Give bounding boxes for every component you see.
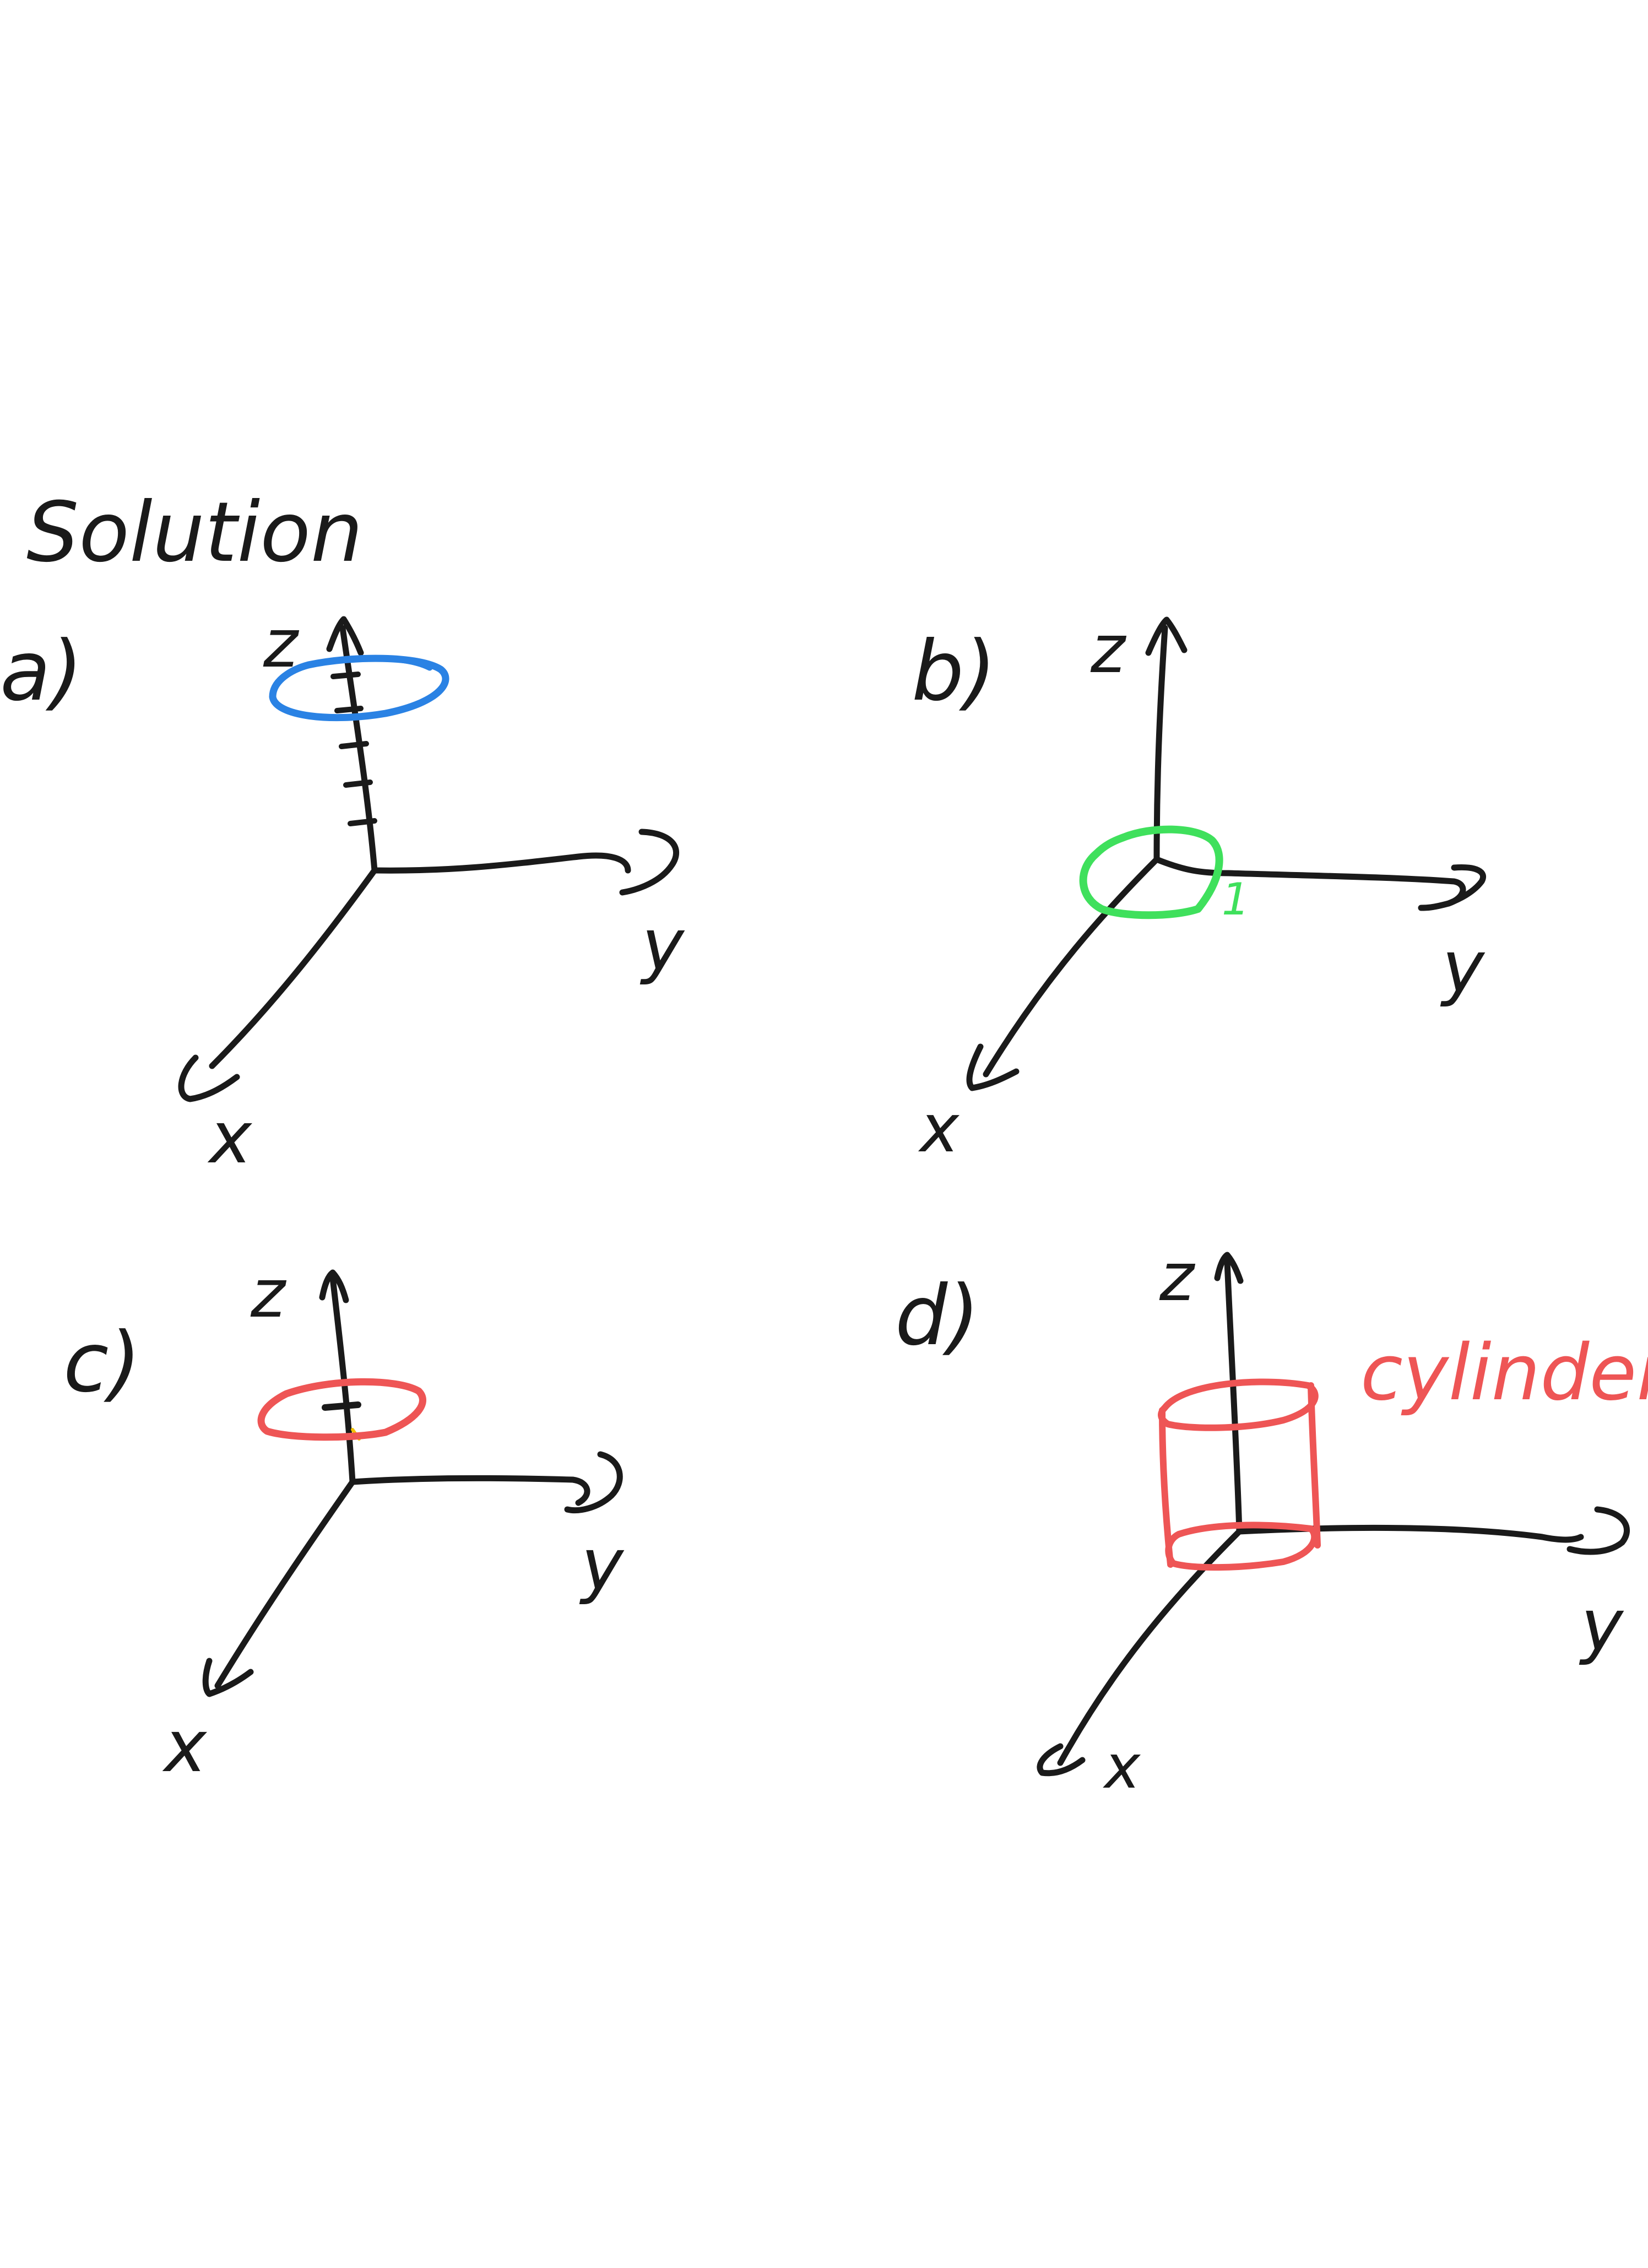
panel-d-label: d) [895, 1268, 980, 1364]
panel-d-red-cylinder [1158, 1378, 1321, 1571]
panel-a: a) z y x [0, 606, 685, 1179]
panel-c-red-circle [257, 1378, 426, 1441]
panel-a-z-axis [339, 625, 378, 874]
panel-c-y-label: y [579, 1523, 625, 1606]
panel-b-z-label: z [1090, 611, 1127, 688]
panel-c-label: c) [63, 1315, 141, 1411]
panel-d-x-arrowhead [1037, 1743, 1086, 1777]
panel-a-z-arrowhead [326, 616, 364, 656]
panel-b-z-axis [1153, 625, 1168, 863]
panel-c-z-axis [329, 1275, 356, 1485]
panel-a-y-axis [371, 852, 631, 874]
panel-b-x-arrowhead [966, 1043, 1020, 1091]
panel-a-y-arrowhead [619, 829, 680, 896]
panel-a-x-arrowhead [178, 1054, 240, 1102]
panel-a-x-axis [209, 867, 378, 1069]
panel-c-z-label: z [250, 1256, 287, 1333]
cylinder-right-side [1308, 1382, 1321, 1549]
panel-c-y-arrowhead [564, 1451, 623, 1514]
panel-d-y-label: y [1579, 1583, 1624, 1667]
panel-b-x-label: x [918, 1091, 960, 1167]
panel-d-z-axis [1224, 1258, 1243, 1535]
panel-c-x-axis [214, 1479, 356, 1689]
panel-d-cylinder-annotation: cylinder [1360, 1328, 1648, 1418]
panel-a-blue-circle-overstroke [338, 655, 433, 671]
panel-b-green-circle [1079, 825, 1223, 919]
panel-b: b) z y x 1 [912, 611, 1486, 1167]
cylinder-top-ellipse [1158, 1378, 1319, 1431]
panel-b-x-axis [983, 856, 1160, 1078]
panel-b-z-arrowhead [1145, 616, 1188, 656]
panel-d-z-arrowhead [1214, 1252, 1244, 1284]
panel-b-label: b) [912, 624, 996, 719]
panel-d-x-label: x [1103, 1731, 1141, 1802]
panel-a-label: a) [0, 624, 83, 719]
panel-d: d) z y x cylinder [895, 1239, 1648, 1802]
panel-a-x-label: x [207, 1096, 253, 1179]
panel-a-tick-marks [330, 672, 377, 826]
panel-d-z-label: z [1159, 1239, 1196, 1316]
cylinder-left-side [1159, 1407, 1174, 1568]
panel-c-x-arrowhead [202, 1658, 254, 1697]
panel-a-y-label: y [639, 903, 685, 987]
panel-b-y-label: y [1440, 925, 1486, 1009]
panel-c: c) z y x [63, 1256, 625, 1788]
panel-b-y-arrowhead [1445, 864, 1486, 907]
panel-c-y-axis [349, 1475, 590, 1506]
panel-c-x-label: x [162, 1704, 208, 1788]
panel-d-x-axis [1057, 1528, 1243, 1766]
panel-c-z-arrowhead [319, 1269, 349, 1303]
panel-c-tick-mark [322, 1401, 361, 1411]
panel-b-green-annotation: 1 [1222, 874, 1250, 925]
solution-title: Solution [26, 485, 363, 581]
panel-d-y-arrowhead [1566, 1506, 1630, 1555]
